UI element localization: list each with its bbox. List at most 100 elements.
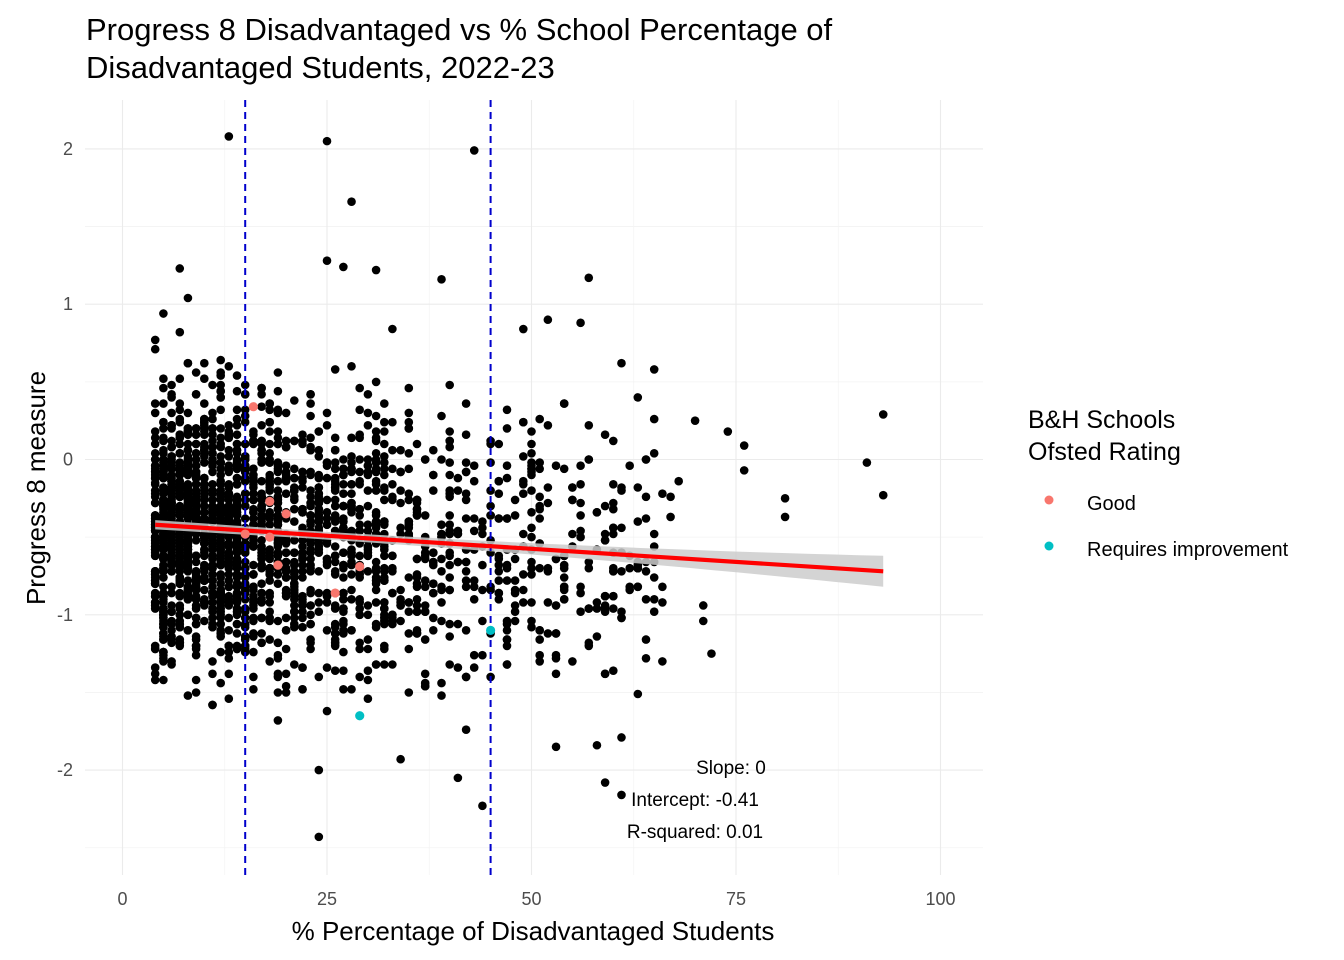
data-point	[404, 495, 414, 505]
data-point	[314, 445, 324, 455]
data-point	[159, 675, 168, 685]
data-point	[339, 604, 348, 613]
data-point	[347, 548, 356, 557]
data-point	[200, 374, 209, 384]
data-point	[257, 554, 266, 564]
data-point	[461, 567, 471, 576]
data-point	[527, 449, 536, 458]
data-point-outlier	[159, 309, 168, 318]
data-point	[257, 455, 266, 464]
data-point	[559, 399, 569, 408]
data-point	[355, 480, 365, 489]
data-point	[576, 607, 585, 616]
data-point	[543, 483, 553, 492]
data-point	[322, 473, 332, 483]
data-point	[330, 464, 340, 474]
data-point	[175, 480, 185, 489]
data-point	[306, 635, 315, 644]
data-point	[339, 588, 348, 598]
data-point	[175, 374, 185, 384]
data-point-outlier	[780, 512, 790, 522]
data-point	[159, 449, 168, 458]
data-point	[150, 675, 160, 685]
data-point	[388, 563, 397, 573]
data-point	[363, 390, 373, 399]
data-point	[191, 595, 201, 604]
data-point	[257, 563, 266, 573]
data-point	[347, 464, 356, 474]
data-point	[240, 452, 250, 461]
data-point	[290, 396, 299, 405]
data-point	[461, 672, 471, 682]
data-point	[445, 470, 455, 480]
data-point	[159, 563, 168, 573]
legend-title-line-1: B&H Schools	[1028, 406, 1175, 434]
data-point	[347, 504, 356, 514]
data-point	[167, 616, 176, 626]
data-point	[249, 476, 258, 486]
data-point	[273, 439, 283, 449]
y-tick-labels: -2 -1 0 1 2	[57, 139, 73, 780]
data-point	[273, 716, 283, 725]
data-point	[167, 408, 176, 418]
data-point-outlier	[862, 458, 872, 467]
data-point	[265, 570, 275, 579]
data-point	[461, 495, 471, 505]
data-point	[306, 554, 315, 564]
data-point	[175, 449, 185, 458]
data-point	[167, 601, 176, 610]
data-point	[224, 514, 234, 523]
data-point	[322, 520, 332, 529]
data-point	[216, 458, 225, 467]
data-point	[314, 427, 324, 436]
data-point	[633, 517, 643, 526]
data-point	[469, 595, 479, 604]
data-point	[232, 560, 242, 570]
data-point	[191, 439, 201, 449]
data-point	[478, 650, 487, 660]
data-point	[298, 554, 307, 564]
data-point	[281, 436, 291, 446]
data-point	[175, 610, 185, 620]
data-point	[290, 588, 299, 598]
data-point	[388, 551, 397, 561]
data-point	[249, 598, 258, 607]
data-point	[388, 588, 397, 598]
data-point	[232, 508, 242, 517]
data-point	[216, 464, 225, 474]
data-point-outlier	[551, 742, 561, 752]
data-point	[249, 582, 258, 592]
data-point	[159, 473, 168, 483]
data-point	[224, 539, 234, 548]
data-point-outlier	[617, 790, 626, 800]
y-tick-label: -1	[57, 605, 73, 625]
data-point	[404, 688, 414, 697]
data-point	[273, 492, 283, 502]
chart-title-line-1: Progress 8 Disadvantaged vs % School Per…	[86, 12, 833, 47]
data-point	[519, 476, 528, 486]
data-point	[167, 588, 176, 598]
data-point	[224, 601, 234, 610]
data-point	[429, 613, 438, 623]
data-point	[445, 427, 455, 436]
data-point	[388, 492, 397, 502]
data-point	[502, 660, 512, 669]
data-point	[347, 433, 356, 443]
data-point	[273, 458, 283, 467]
data-point	[469, 526, 479, 536]
data-point	[658, 582, 667, 592]
data-point	[674, 476, 683, 486]
data-point	[469, 514, 479, 523]
data-point	[519, 529, 528, 539]
data-point	[617, 613, 626, 623]
data-point	[322, 421, 332, 430]
data-point	[609, 523, 618, 533]
data-point	[298, 473, 307, 483]
data-point	[298, 601, 307, 610]
data-point	[183, 430, 193, 440]
data-point-outlier	[600, 778, 610, 787]
y-tick-label: -2	[57, 760, 73, 780]
data-point	[281, 467, 291, 477]
data-point	[609, 498, 618, 508]
data-point	[290, 560, 299, 570]
